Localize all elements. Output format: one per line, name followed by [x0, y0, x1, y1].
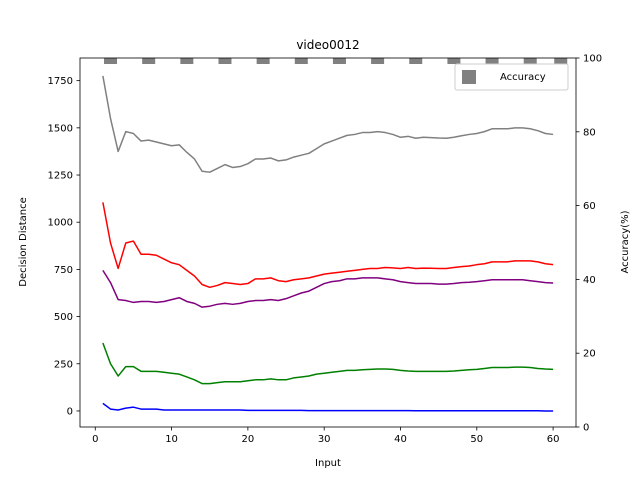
accuracy-marker [142, 58, 156, 64]
accuracy-marker [180, 58, 194, 64]
x-tick-label: 20 [242, 434, 255, 445]
y2-axis-label: Accuracy(%) [620, 210, 631, 273]
x-tick-label: 40 [394, 434, 407, 445]
x-tick-label: 30 [318, 434, 331, 445]
series-line-4 [102, 402, 554, 412]
y-axis-label: Decision Distance [18, 197, 29, 286]
accuracy-marker [371, 58, 385, 64]
x-tick-label: 50 [470, 434, 483, 445]
y2-tick-label: 80 [583, 127, 596, 138]
axes-frame [79, 57, 577, 428]
plot-area: 0 10 20 30 40 50 60 0 250 500 750 1000 1250 1500 1750 0… [48, 54, 603, 446]
accuracy-marker [409, 58, 423, 64]
y-tick-label: 250 [54, 359, 73, 370]
accuracy-marker [256, 58, 270, 64]
y2-tick-label: 100 [583, 54, 602, 65]
y2-tick-label: 60 [583, 201, 596, 212]
legend: Accuracy [454, 63, 569, 91]
y-tick-label: 0 [67, 406, 73, 417]
legend-label-accuracy: Accuracy [500, 72, 546, 83]
y2-tick-label: 40 [583, 275, 596, 286]
y2-tick-label: 0 [583, 423, 589, 434]
accuracy-marker [447, 58, 461, 64]
series-line-3 [102, 342, 554, 385]
accuracy-marker [332, 58, 346, 64]
y-tick-label: 500 [54, 312, 73, 323]
y2-tick-label: 20 [583, 349, 596, 360]
accuracy-marker [485, 58, 499, 64]
y-tick-label: 1250 [48, 171, 73, 182]
x-axis-label: Input [315, 458, 341, 469]
accuracy-marker [218, 58, 232, 64]
accuracy-marker [294, 58, 308, 64]
series-line-1 [102, 202, 554, 289]
x-tick-label: 60 [547, 434, 560, 445]
y-tick-label: 1000 [48, 218, 73, 229]
chart-title: video0012 [296, 38, 359, 52]
legend-box [454, 63, 569, 91]
series-line-2 [102, 269, 554, 308]
accuracy-marker [523, 58, 537, 64]
y-tick-label: 1750 [48, 76, 73, 87]
x-tick-label: 0 [92, 434, 98, 445]
x-tick-label: 10 [165, 434, 178, 445]
accuracy-marker [104, 58, 118, 64]
y-tick-label: 750 [54, 265, 73, 276]
series-line-0 [102, 75, 554, 173]
y-tick-label: 1500 [48, 123, 73, 134]
legend-swatch-accuracy [462, 70, 476, 84]
accuracy-marker [554, 58, 568, 64]
